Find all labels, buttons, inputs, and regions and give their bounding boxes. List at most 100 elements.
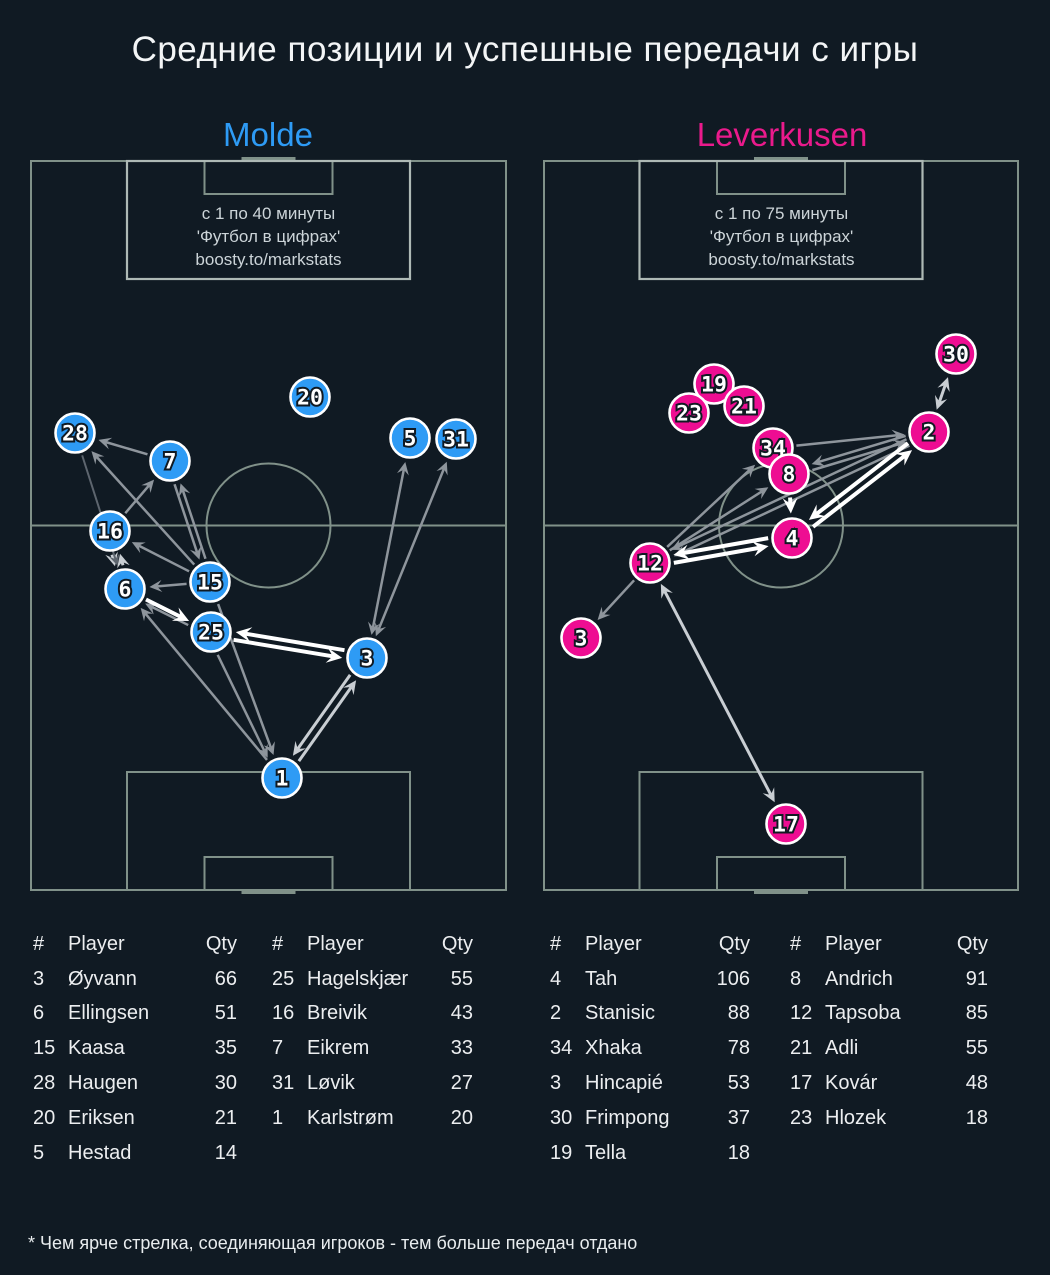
goal-bottom xyxy=(754,890,808,894)
cell-player-name: Breivik xyxy=(307,1002,368,1025)
arrowhead xyxy=(752,541,769,557)
player-circle xyxy=(190,611,232,653)
arrowhead xyxy=(141,479,155,493)
cell-shirt-number: 4 xyxy=(550,967,562,990)
goal-box-bottom xyxy=(716,856,846,891)
table-row: 4 Tah 106 xyxy=(550,962,750,997)
cell-pass-qty: 55 xyxy=(450,967,473,990)
info-line: 'Футбол в цифрах' xyxy=(709,227,854,246)
table-row: 8 Andrich 91 xyxy=(790,962,988,997)
arrowhead xyxy=(109,553,120,566)
player-number: 30 xyxy=(943,343,969,368)
cell-pass-qty: 35 xyxy=(214,1037,237,1060)
info-line: с 1 по 75 минуты xyxy=(714,204,849,223)
player-marker-3: 3 xyxy=(560,617,602,659)
cell-shirt-number: 30 xyxy=(550,1106,573,1129)
player-marker-17: 17 xyxy=(765,803,807,845)
cell-shirt-number: 20 xyxy=(33,1106,56,1129)
cell-pass-qty: 91 xyxy=(965,967,988,990)
cell-shirt-number: 17 xyxy=(790,1072,813,1095)
player-marker-31: 31 xyxy=(435,418,477,460)
cell-player-name: Tah xyxy=(585,967,618,990)
player-circle xyxy=(668,392,710,434)
player-number: 25 xyxy=(198,621,224,646)
cell-pass-qty: 85 xyxy=(965,1002,988,1025)
cell-shirt-number: 2 xyxy=(550,1002,562,1025)
player-number: 23 xyxy=(676,402,702,427)
cell-player-name: Stanisic xyxy=(585,1002,656,1025)
player-number: 4 xyxy=(786,527,799,552)
player-marker-7: 7 xyxy=(149,440,191,482)
player-circle xyxy=(908,411,950,453)
info-line: boosty.to/markstats xyxy=(195,250,342,269)
player-circle xyxy=(723,385,765,427)
arrowhead xyxy=(235,627,253,642)
arrowhead xyxy=(754,487,769,500)
table-row: 12 Tapsoba 85 xyxy=(790,997,988,1032)
page-title: Средние позиции и успешные передачи с иг… xyxy=(131,30,919,69)
cell-pass-qty: 53 xyxy=(727,1072,750,1095)
arrowhead xyxy=(117,553,130,569)
info-line: с 1 по 40 минуты xyxy=(201,204,336,223)
table-row: 34 Xhaka 78 xyxy=(550,1031,750,1066)
table-row: 31 Løvik 27 xyxy=(272,1066,473,1101)
cell-player-name: Eikrem xyxy=(307,1037,370,1060)
player-number: 21 xyxy=(731,395,757,420)
info-box-border xyxy=(638,159,924,281)
info-line: 'Футбол в цифрах' xyxy=(196,227,341,246)
cell-player-name: Frimpong xyxy=(585,1106,670,1129)
info-box-leverkusen: с 1 по 75 минуты 'Футбол в цифрах' boost… xyxy=(640,161,923,279)
player-marker-21: 21 xyxy=(723,385,765,427)
cell-shirt-number: 12 xyxy=(790,1002,813,1025)
cell-player-name: Xhaka xyxy=(585,1037,642,1060)
player-marker-19: 19 xyxy=(693,363,735,405)
goal-top xyxy=(241,157,296,161)
info-box-molde: с 1 по 40 минуты 'Футбол в цифрах' boost… xyxy=(127,161,410,279)
col-header-player: Player xyxy=(825,932,882,955)
arrowhead xyxy=(597,606,611,620)
arrowhead xyxy=(808,504,826,520)
player-circle xyxy=(261,757,303,799)
arrowhead xyxy=(782,497,798,514)
player-marker-25: 25 xyxy=(190,611,232,653)
arrowhead xyxy=(673,544,690,560)
table-leverkusen-1: # Player Qty 4 Tah 106 2 Stanisic 88 34 Xhaka 78 3 Hi… xyxy=(550,927,750,1171)
center-circle xyxy=(205,462,332,589)
pass-arrow xyxy=(120,561,125,566)
team-title-leverkusen: Leverkusen xyxy=(696,116,868,153)
cell-shirt-number: 7 xyxy=(272,1037,284,1060)
table-row: 21 Adli 55 xyxy=(790,1031,988,1066)
arrowhead xyxy=(343,680,357,696)
player-number: 6 xyxy=(119,578,132,603)
cell-pass-qty: 88 xyxy=(727,1002,750,1025)
cell-pass-qty: 33 xyxy=(450,1037,473,1060)
arrowhead xyxy=(895,450,913,466)
table-row: 3 Øyvann 66 xyxy=(33,962,237,997)
col-header-qty: Qty xyxy=(956,932,988,955)
cell-player-name: Hestad xyxy=(68,1141,132,1164)
player-marker-15: 15 xyxy=(189,561,231,603)
cell-shirt-number: 21 xyxy=(790,1037,813,1060)
player-circle xyxy=(435,418,477,460)
cell-player-name: Eriksen xyxy=(68,1106,135,1129)
cell-shirt-number: 23 xyxy=(790,1106,813,1129)
col-header-qty: Qty xyxy=(205,932,237,955)
player-circle xyxy=(765,803,807,845)
arrowhead xyxy=(189,545,202,560)
arrowhead xyxy=(741,464,756,478)
pass-arrow xyxy=(377,468,446,630)
table-row: 1 Karlstrøm 20 xyxy=(272,1101,473,1136)
pass-arrow xyxy=(818,434,906,464)
arrowhead xyxy=(368,621,380,635)
player-circle xyxy=(89,510,131,552)
cell-pass-qty: 21 xyxy=(214,1106,237,1129)
arrowhead xyxy=(892,439,907,452)
player-number: 17 xyxy=(773,813,799,838)
cell-player-name: Karlstrøm xyxy=(307,1106,394,1129)
pass-arrow xyxy=(181,490,207,560)
arrowhead xyxy=(256,743,268,758)
cell-pass-qty: 43 xyxy=(450,1002,473,1025)
goal-bottom xyxy=(241,890,296,894)
player-number: 20 xyxy=(297,386,323,411)
